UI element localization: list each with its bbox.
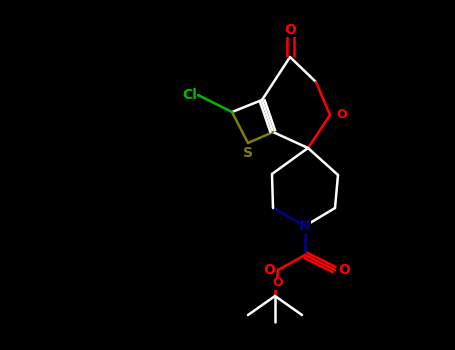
Text: O: O: [273, 276, 283, 289]
Text: O: O: [284, 23, 296, 37]
Text: N: N: [299, 219, 311, 233]
Text: O: O: [338, 263, 350, 277]
Text: S: S: [243, 146, 253, 160]
Text: O: O: [337, 108, 347, 121]
Text: O: O: [263, 263, 275, 277]
Text: Cl: Cl: [182, 88, 197, 102]
